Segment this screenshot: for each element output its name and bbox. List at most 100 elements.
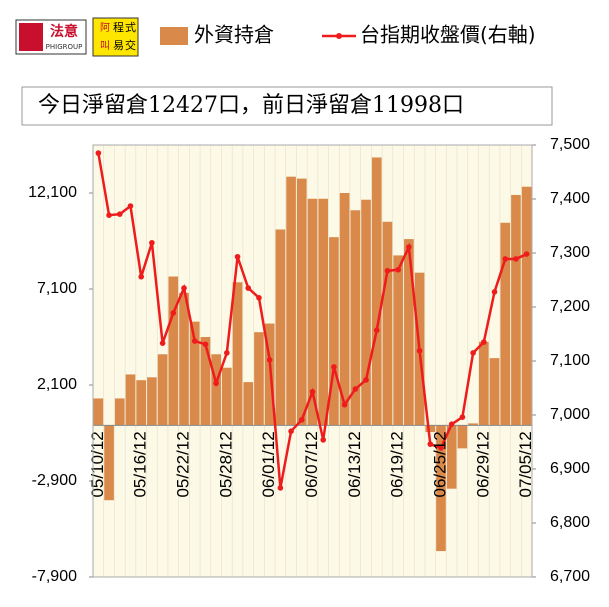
badge-char: 式	[125, 21, 136, 34]
bar	[200, 337, 211, 426]
plot-border	[92, 144, 533, 578]
badge-char: 阿	[100, 22, 110, 34]
annotation-box	[21, 86, 553, 126]
y-tick-label: 7,100	[37, 280, 77, 297]
bar	[147, 377, 157, 426]
marker	[352, 386, 359, 392]
legend-label: 外資持倉	[194, 23, 274, 47]
legend-label: 台指期收盤價(右軸)	[360, 23, 536, 47]
marker	[159, 340, 166, 346]
bar	[222, 367, 232, 426]
marker	[416, 347, 423, 354]
marker	[245, 285, 252, 291]
marker	[384, 268, 391, 274]
bar	[179, 292, 189, 426]
bar	[446, 425, 457, 489]
marker	[170, 310, 177, 316]
legend-marker	[336, 33, 342, 39]
y2-tick-label: 6,700	[550, 568, 590, 585]
marker	[523, 251, 530, 257]
y2-tick-label: 7,300	[550, 244, 590, 261]
bar	[521, 186, 532, 426]
bar	[404, 239, 414, 426]
bar	[93, 398, 104, 426]
bar	[286, 176, 296, 426]
x-tick-label: 05/28/12	[216, 431, 235, 497]
y2-tick-label: 7,100	[550, 352, 590, 369]
bar	[275, 229, 286, 426]
logo: 法意 PHIGROUP 阿 程 式 叫 易 交	[15, 17, 139, 57]
x-tick-label: 06/29/12	[473, 431, 492, 497]
y2-tick-label: 7,200	[550, 298, 590, 315]
logo-mark	[19, 23, 43, 51]
marker	[491, 289, 498, 295]
bar	[211, 354, 221, 426]
marker	[341, 401, 348, 408]
bar	[361, 199, 371, 426]
x-tick-label: 06/25/12	[430, 431, 449, 497]
bar	[382, 221, 393, 426]
y2-tick-label: 7,500	[550, 136, 590, 153]
x-tick-label: 06/13/12	[345, 431, 364, 497]
bar	[350, 210, 361, 426]
marker	[438, 445, 444, 451]
marker	[277, 485, 284, 491]
bar	[114, 398, 125, 426]
bar	[296, 178, 307, 426]
marker	[448, 421, 455, 427]
marker	[373, 327, 380, 334]
y-tick-label: 2,100	[37, 376, 77, 393]
bar	[371, 157, 382, 426]
bar	[254, 332, 264, 426]
badge-char: 叫	[100, 40, 110, 52]
marker	[95, 150, 102, 156]
x-tick-label: 05/16/12	[131, 431, 150, 497]
bar	[232, 282, 243, 426]
marker	[224, 350, 230, 356]
y-tick-label: -7,900	[32, 568, 77, 585]
marker	[202, 341, 209, 348]
annotation: 今日淨留倉12427口，前日淨留倉11998口	[38, 93, 464, 118]
bar	[511, 194, 521, 426]
bar	[104, 425, 114, 501]
bar	[189, 321, 200, 426]
marker	[320, 437, 327, 443]
x-tick-label: 06/07/12	[302, 431, 321, 497]
x-tick-label: 06/19/12	[388, 431, 407, 497]
x-tick-label: 07/05/12	[516, 431, 535, 497]
marker	[181, 285, 187, 291]
marker	[106, 212, 112, 218]
bar	[500, 222, 511, 426]
y2-tick-label: 7,000	[550, 406, 590, 423]
marker	[459, 414, 466, 420]
bar	[425, 425, 436, 433]
bar	[125, 374, 136, 426]
bar	[478, 341, 489, 426]
bar	[136, 380, 147, 426]
bar	[307, 198, 318, 426]
marker	[149, 239, 155, 246]
y-tick-label: -2,900	[32, 472, 77, 489]
bar	[489, 358, 500, 426]
badge-box	[92, 17, 139, 57]
badge-char: 交	[125, 38, 136, 52]
marker	[363, 377, 369, 383]
marker	[395, 266, 401, 273]
marker	[331, 364, 337, 370]
badge-char: 程	[113, 21, 124, 34]
marker	[138, 273, 144, 280]
bar	[157, 354, 168, 426]
bar	[436, 425, 446, 552]
marker	[470, 350, 476, 356]
legend-swatch	[160, 27, 188, 45]
marker	[116, 211, 123, 217]
marker	[191, 338, 198, 344]
y2-tick-label: 6,900	[550, 460, 590, 477]
marker	[309, 388, 316, 395]
x-tick-label: 06/01/12	[259, 431, 278, 497]
badge-char: 易	[113, 39, 124, 52]
marker	[406, 244, 412, 250]
marker	[427, 441, 434, 447]
marker	[213, 380, 219, 386]
